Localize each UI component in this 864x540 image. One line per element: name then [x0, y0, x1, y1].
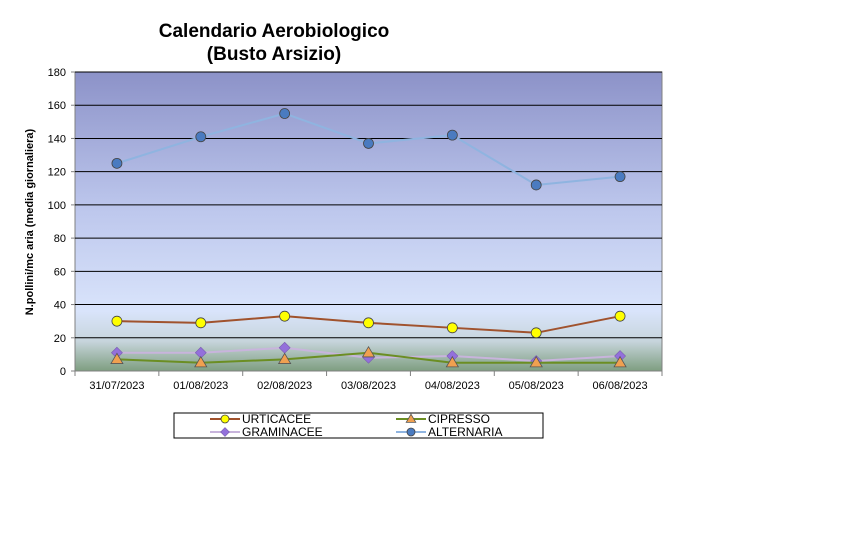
data-point-urticacee	[363, 317, 374, 329]
y-tick-label: 180	[48, 67, 66, 79]
legend-item-urticacee: URTICACEE	[210, 412, 311, 426]
y-tick-label: 0	[60, 366, 66, 378]
series-urticacee	[111, 310, 626, 339]
data-point-alternaria	[195, 131, 207, 143]
data-point-urticacee	[279, 310, 291, 322]
data-point-cipresso	[194, 355, 208, 368]
x-tick-label: 31/07/2023	[89, 380, 144, 392]
y-tick-label: 160	[48, 100, 66, 112]
x-tick-label: 01/08/2023	[173, 380, 228, 392]
x-tick-label: 05/08/2023	[509, 380, 564, 392]
legend: URTICACEE CIPRESSO GRAMINACEE ALTERNARIA	[173, 412, 544, 439]
chart-title-block: Calendario Aerobiologico (Busto Arsizio)	[74, 20, 474, 66]
data-point-urticacee	[614, 310, 626, 322]
data-point-alternaria	[530, 179, 542, 191]
chart-title: Calendario Aerobiologico	[158, 21, 390, 42]
data-point-cipresso	[361, 345, 376, 358]
data-point-urticacee	[446, 322, 458, 334]
x-tick-label: 04/08/2023	[425, 380, 480, 392]
legend-item-cipresso: CIPRESSO	[396, 412, 490, 426]
legend-label-alternaria: ALTERNARIA	[428, 425, 502, 439]
x-tick-label: 02/08/2023	[257, 380, 312, 392]
y-tick-label: 80	[54, 233, 66, 245]
legend-item-graminacee: GRAMINACEE	[210, 425, 323, 439]
data-point-cipresso	[277, 352, 292, 364]
data-point-alternaria	[446, 129, 458, 141]
y-tick-label: 60	[54, 266, 66, 278]
data-point-alternaria	[111, 157, 123, 169]
y-axis-label: N.pollini/mc aria (media giornaliera)	[24, 128, 36, 315]
gridlines	[75, 71, 662, 339]
data-point-cipresso	[613, 355, 627, 368]
legend-marker-graminacee	[220, 427, 230, 437]
data-point-cipresso	[110, 352, 124, 364]
legend-marker-cipresso	[405, 413, 417, 423]
y-tick-label: 20	[54, 333, 66, 345]
legend-marker-urticacee	[220, 414, 230, 424]
series-alternaria	[111, 108, 626, 191]
legend-label-cipresso: CIPRESSO	[428, 412, 490, 426]
data-point-alternaria	[279, 108, 291, 119]
x-tick-label: 03/08/2023	[341, 380, 396, 392]
data-point-cipresso	[445, 355, 460, 368]
y-tick-label: 100	[48, 200, 66, 212]
data-point-alternaria	[363, 138, 374, 149]
legend-item-alternaria: ALTERNARIA	[396, 425, 502, 439]
legend-box	[173, 412, 544, 439]
legend-label-urticacee: URTICACEE	[242, 412, 311, 426]
data-point-cipresso	[529, 355, 543, 368]
legend-label-graminacee: GRAMINACEE	[242, 425, 323, 439]
y-tick-label: 120	[48, 167, 66, 179]
y-tick-label: 140	[48, 133, 66, 145]
data-point-urticacee	[195, 317, 207, 329]
legend-marker-alternaria	[406, 427, 416, 437]
data-point-urticacee	[530, 327, 542, 339]
data-point-urticacee	[111, 315, 123, 327]
x-tick-label: 06/08/2023	[593, 380, 648, 392]
y-tick-label: 40	[54, 300, 66, 312]
chart-subtitle: (Busto Arsizio)	[206, 44, 342, 65]
axes: 0 20 40 60 80 100 120 140 160 180 31/07/2023 01/08/…	[48, 67, 663, 392]
series-layer	[110, 108, 627, 368]
series-cipresso	[110, 345, 627, 368]
data-point-alternaria	[614, 171, 626, 183]
